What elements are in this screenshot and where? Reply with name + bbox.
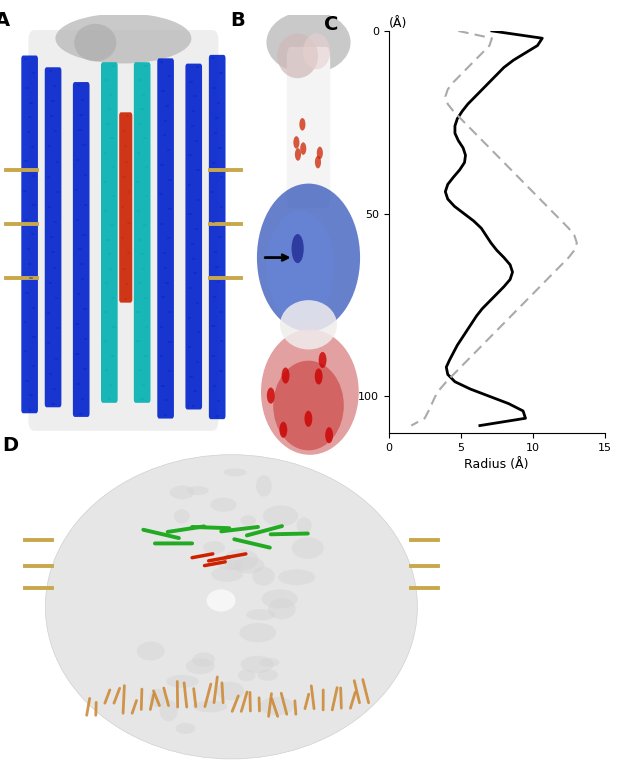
Ellipse shape — [325, 427, 333, 443]
Ellipse shape — [303, 33, 330, 70]
Ellipse shape — [267, 387, 275, 404]
Ellipse shape — [160, 700, 178, 721]
FancyBboxPatch shape — [186, 63, 202, 410]
Ellipse shape — [259, 658, 280, 667]
Text: C: C — [324, 15, 338, 34]
Ellipse shape — [193, 652, 215, 667]
Ellipse shape — [263, 506, 299, 526]
Text: (Å): (Å) — [389, 17, 407, 29]
Ellipse shape — [218, 560, 244, 570]
FancyBboxPatch shape — [22, 56, 38, 414]
FancyBboxPatch shape — [119, 112, 132, 303]
Ellipse shape — [300, 142, 306, 155]
Ellipse shape — [261, 329, 358, 455]
Ellipse shape — [262, 589, 298, 608]
Ellipse shape — [207, 589, 236, 611]
Ellipse shape — [267, 11, 350, 73]
FancyBboxPatch shape — [28, 30, 218, 431]
Ellipse shape — [187, 486, 209, 495]
FancyBboxPatch shape — [209, 55, 225, 419]
Ellipse shape — [317, 147, 323, 159]
Ellipse shape — [239, 623, 276, 642]
Ellipse shape — [299, 118, 305, 131]
Ellipse shape — [74, 24, 117, 61]
Ellipse shape — [257, 183, 360, 332]
Ellipse shape — [268, 598, 296, 619]
Ellipse shape — [292, 537, 324, 559]
Ellipse shape — [252, 567, 275, 586]
Ellipse shape — [203, 541, 225, 554]
Ellipse shape — [211, 567, 243, 582]
Ellipse shape — [295, 148, 301, 161]
Text: A: A — [0, 12, 10, 30]
Ellipse shape — [273, 361, 344, 451]
Ellipse shape — [318, 352, 326, 368]
Ellipse shape — [267, 210, 334, 322]
Ellipse shape — [234, 557, 265, 574]
Ellipse shape — [170, 485, 194, 499]
Ellipse shape — [216, 682, 244, 700]
Ellipse shape — [56, 13, 191, 63]
Ellipse shape — [257, 669, 278, 681]
Ellipse shape — [224, 468, 247, 476]
Ellipse shape — [292, 234, 304, 263]
Ellipse shape — [186, 658, 215, 674]
FancyBboxPatch shape — [157, 58, 174, 418]
Ellipse shape — [175, 723, 196, 734]
Ellipse shape — [278, 569, 315, 585]
Ellipse shape — [224, 549, 259, 570]
Ellipse shape — [281, 367, 289, 383]
Ellipse shape — [297, 517, 312, 533]
Ellipse shape — [193, 700, 227, 713]
Ellipse shape — [256, 475, 272, 497]
Ellipse shape — [315, 369, 323, 384]
Ellipse shape — [241, 515, 256, 526]
Ellipse shape — [280, 300, 337, 349]
Ellipse shape — [149, 689, 165, 707]
Ellipse shape — [174, 509, 189, 523]
Ellipse shape — [166, 675, 199, 688]
Ellipse shape — [210, 498, 236, 512]
Ellipse shape — [46, 455, 418, 759]
Text: B: B — [230, 11, 244, 30]
FancyBboxPatch shape — [134, 62, 151, 403]
FancyBboxPatch shape — [287, 47, 330, 208]
Ellipse shape — [304, 410, 312, 427]
Ellipse shape — [238, 669, 255, 681]
FancyBboxPatch shape — [101, 62, 118, 403]
Ellipse shape — [137, 642, 165, 660]
Ellipse shape — [259, 697, 294, 715]
Ellipse shape — [241, 656, 274, 673]
Text: D: D — [2, 436, 18, 455]
Ellipse shape — [280, 422, 288, 438]
Ellipse shape — [246, 609, 275, 621]
FancyBboxPatch shape — [45, 67, 61, 407]
X-axis label: Radius (Å): Radius (Å) — [465, 458, 529, 472]
Ellipse shape — [315, 156, 321, 169]
FancyBboxPatch shape — [73, 82, 89, 417]
Ellipse shape — [277, 33, 318, 78]
Ellipse shape — [293, 136, 299, 148]
